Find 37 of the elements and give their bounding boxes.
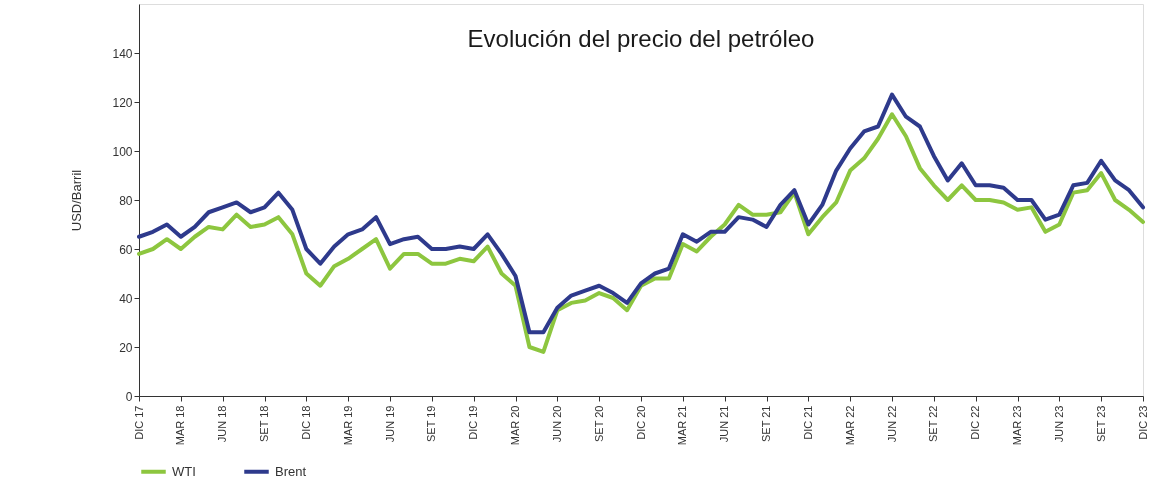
y-tick-label: 40: [119, 291, 133, 306]
y-tick-label: 120: [112, 95, 133, 110]
x-tick-label: MAR 18: [174, 405, 187, 446]
x-tick-label: SET 21: [760, 405, 772, 442]
x-tick-label: DIC 18: [299, 405, 312, 440]
x-tick-label: MAR 23: [1011, 405, 1023, 446]
x-tick-label: SET 23: [1094, 405, 1107, 442]
x-tick-label: JUN 19: [383, 405, 396, 443]
y-axis-title: USD/Barril: [69, 169, 85, 232]
text: Evolución del precio del petróleo: [467, 25, 815, 52]
y-tick-label: 20: [119, 340, 133, 355]
x-tick-label: SET 20: [592, 405, 605, 442]
y-tick-label: 0: [125, 389, 133, 404]
x-tick-label: MAR 21: [676, 405, 689, 446]
x-tick-label: MAR 22: [843, 405, 856, 446]
x-tick-label: DIC 22: [969, 405, 982, 440]
x-tick-label: DIC 17: [132, 405, 145, 440]
legend-label: WTI: [172, 463, 196, 479]
y-tick-label: 140: [112, 46, 133, 61]
x-tick-label: SET 19: [425, 405, 438, 442]
legend-label: Brent: [275, 463, 307, 479]
x-tick-label: JUN 22: [885, 405, 898, 443]
y-tick-label: 80: [119, 193, 133, 208]
y-tick-label: 60: [119, 242, 133, 257]
x-tick-label: SET 22: [927, 405, 940, 442]
x-tick-label: SET 18: [258, 405, 270, 442]
x-tick-label: DIC 19: [467, 405, 480, 440]
y-tick-label: 100: [112, 144, 133, 159]
x-tick-label: JUN 20: [550, 405, 563, 443]
x-tick-label: MAR 19: [341, 405, 354, 446]
x-tick-label: MAR 20: [509, 405, 521, 446]
x-tick-label: DIC 23: [1136, 405, 1149, 440]
x-tick-label: JUN 18: [216, 405, 229, 443]
x-tick-label: JUN 23: [1052, 405, 1065, 443]
x-tick-label: DIC 21: [801, 405, 814, 440]
x-tick-label: JUN 21: [718, 405, 731, 443]
x-tick-label: DIC 20: [634, 405, 647, 440]
